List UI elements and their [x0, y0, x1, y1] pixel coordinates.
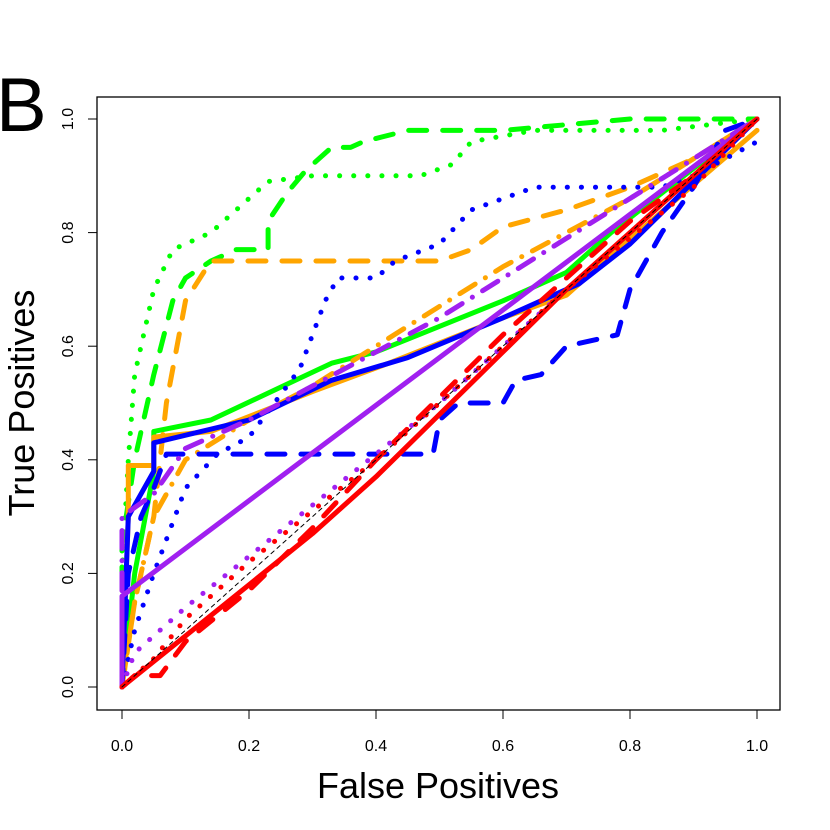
y-tick-label: 0.8: [60, 221, 77, 243]
x-axis-title: False Positives: [317, 765, 559, 806]
plot-frame: [96, 96, 781, 711]
series-green-dotted: [119, 116, 760, 690]
y-tick-label: 1.0: [60, 108, 77, 130]
plot-area: [119, 116, 760, 690]
x-tick-label: 0.8: [619, 738, 641, 755]
series-blue-dashed: [119, 116, 760, 690]
series-red-dotted: [119, 116, 760, 690]
x-tick-label: 0.4: [365, 738, 387, 755]
series-purple-dotdash: [119, 116, 760, 690]
y-tick-label: 0.2: [60, 562, 77, 584]
y-axis-title: True Positives: [1, 290, 42, 517]
series-red-solid: [119, 116, 760, 690]
series-random-baseline: [121, 118, 758, 688]
y-axis: 0.0 0.2 0.4 0.6 0.8 1.0: [60, 108, 97, 698]
x-tick-label: 0.0: [111, 738, 133, 755]
y-tick-label: 0.0: [60, 676, 77, 698]
series-orange-dashed: [119, 116, 760, 690]
series-blue-solid: [119, 116, 760, 690]
x-tick-label: 1.0: [746, 738, 768, 755]
y-tick-label: 0.4: [60, 449, 77, 471]
series-green-dashed: [119, 116, 760, 690]
y-tick-label: 0.6: [60, 335, 77, 357]
panel-label: B: [0, 63, 47, 148]
x-tick-label: 0.2: [238, 738, 260, 755]
x-axis: 0.0 0.2 0.4 0.6 0.8 1.0: [111, 710, 768, 755]
series-red-dashed: [119, 116, 760, 690]
x-tick-label: 0.6: [492, 738, 514, 755]
